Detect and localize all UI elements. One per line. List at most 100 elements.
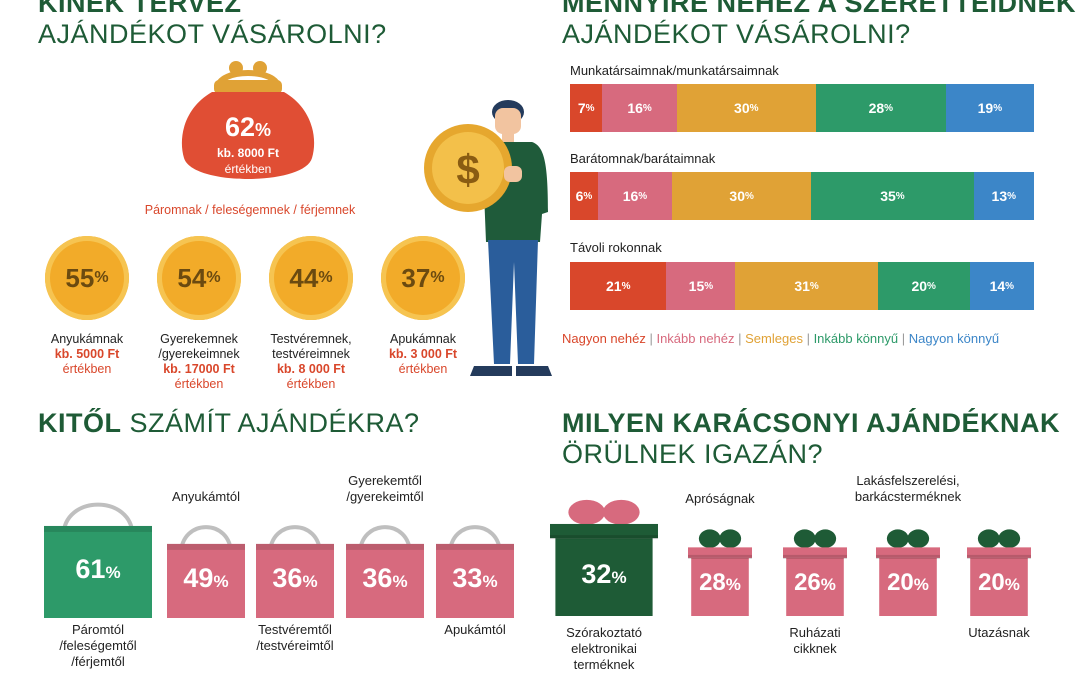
recipient-amount: kb. 5000 Ft — [54, 347, 120, 361]
segment-value: 30 — [729, 188, 745, 204]
bar-segment: 20% — [877, 262, 970, 310]
section2-title-line2: AJÁNDÉKOT VÁSÁROLNI? — [562, 19, 911, 50]
segment-value: 20 — [911, 278, 928, 294]
segment-unit: % — [642, 102, 652, 114]
bar-segment: 31% — [735, 262, 878, 310]
section4-title-line2: ÖRÜLNEK IGAZÁN? — [562, 439, 824, 470]
recipient-name: Apukámnak — [389, 332, 456, 346]
segment-value: 16 — [622, 188, 639, 204]
section1-title-line2: AJÁNDÉKOT VÁSÁROLNI? — [38, 19, 387, 50]
segment-unit: % — [1007, 190, 1017, 202]
recipient-amount: kb. 3 000 Ft — [388, 347, 458, 361]
recipient-circle: 37% — [381, 236, 465, 320]
stacked-bar: 7% 16% 30% 28% 19% — [570, 84, 1034, 132]
bar-segment: 21% — [570, 262, 667, 310]
recipient-name: Testvéremnek, testvéreimnek — [270, 332, 352, 361]
recipient-value: 44 — [289, 262, 319, 293]
difficulty-legend: Nagyon nehéz | Inkább nehéz | Semleges |… — [562, 331, 999, 346]
bag-value-unit: % — [105, 562, 121, 582]
segment-unit: % — [993, 102, 1003, 114]
bar-segment: 6% — [570, 172, 598, 220]
bag-value: 49% — [167, 563, 245, 594]
section1-title-line1: KINEK TERVEZ — [38, 0, 242, 18]
bag-value: 33% — [436, 563, 514, 594]
segment-value: 7 — [577, 100, 586, 116]
segment-unit: % — [749, 102, 759, 114]
bag-label-line: /gyerekeimtől — [346, 489, 424, 504]
bag-label: Páromtól/feleségemtől/férjemtől — [33, 622, 163, 670]
segment-value: 14 — [989, 278, 1006, 294]
recipient-value: 54 — [177, 262, 207, 293]
bag-value: 36% — [256, 563, 334, 594]
gift-value: 20% — [876, 569, 940, 597]
gift-box-icon — [967, 529, 1031, 616]
segment-value: 13 — [991, 188, 1008, 204]
bag-value-number: 49 — [183, 562, 214, 593]
section3-title-bold: KITŐL — [38, 408, 122, 438]
gift-label-line: Szórakoztató — [566, 625, 642, 640]
gift-value-number: 28 — [699, 568, 726, 596]
recipient-value: 55 — [65, 262, 95, 293]
shopping-bag-icon — [346, 525, 424, 618]
gift-value: 20% — [967, 569, 1031, 597]
section1-title: KINEK TERVEZ AJÁNDÉKOT VÁSÁROLNI? — [38, 0, 387, 50]
bar-segment: 30% — [676, 84, 816, 132]
bag-value-number: 33 — [452, 562, 483, 593]
segment-value: 15 — [688, 278, 705, 294]
gift-value-unit: % — [913, 574, 929, 594]
bag-label-line: Gyerekemtől — [348, 473, 422, 488]
shopping-bag-icon — [44, 502, 152, 618]
recipient-label: Testvéremnek, testvéreimnek kb. 8 000 Ft é… — [251, 332, 371, 392]
stacked-bar: 6% 16% 30% 35% 13% — [570, 172, 1034, 220]
gift-label: Szórakoztató elektronikai terméknek — [534, 625, 674, 673]
purse-amount: kb. 8000 Ft — [216, 146, 280, 160]
purse-value: 62% — [224, 112, 272, 142]
recipient-value: 37 — [401, 262, 431, 293]
bar-segment: 19% — [945, 84, 1034, 132]
bag-value-unit: % — [482, 571, 498, 591]
bag-value-unit: % — [302, 571, 318, 591]
gift-label: Ruházati cikknek — [755, 625, 875, 657]
legend-separator: | — [645, 331, 657, 346]
gift-value: 32% — [550, 559, 658, 590]
legend-entry: Inkább nehéz — [656, 331, 735, 346]
bar-segment: 14% — [969, 262, 1034, 310]
legend-separator: | — [898, 331, 909, 346]
gift-value-number: 32 — [581, 559, 612, 590]
gift-value-unit: % — [725, 574, 741, 594]
gift-box-icon — [550, 499, 658, 616]
segment-unit: % — [884, 102, 894, 114]
bar-category-label: Távoli rokonnak — [570, 240, 662, 255]
recipient-ertekben: értékben — [286, 377, 336, 391]
purse-ertekben: értékben — [224, 162, 272, 176]
bar-segment: 16% — [602, 84, 677, 132]
bag-label: Testvéremtől/testvéreimtől — [225, 622, 365, 654]
recipient-name: Anyukámnak — [50, 332, 124, 346]
bag-value-unit: % — [392, 571, 408, 591]
gift-label-line: elektronikai — [571, 641, 637, 656]
bar-segment: 35% — [811, 172, 974, 220]
gift-value-unit: % — [820, 574, 836, 594]
bar-segment: 16% — [597, 172, 673, 220]
bar-category-label: Munkatársaimnak/munkatársaimnak — [570, 63, 779, 78]
segment-value: 19 — [977, 100, 994, 116]
section2-title-line1: MENNYIRE NEHÉZ A SZERETTEIDNEK — [562, 0, 1077, 18]
stacked-bar: 21% 15% 31% 20% 14% — [570, 262, 1034, 310]
bag-label-line: Páromtól — [71, 622, 125, 637]
bag-value-number: 36 — [362, 562, 393, 593]
section4-title-line1: MILYEN KARÁCSONYI AJÁNDÉKNAK — [562, 408, 1061, 438]
bar-segment: 28% — [815, 84, 946, 132]
gift-value-number: 26 — [794, 568, 821, 596]
segment-unit: % — [585, 102, 595, 114]
segment-value: 35 — [880, 188, 896, 204]
svg-text:$: $ — [456, 146, 479, 193]
gift-value-unit: % — [1004, 574, 1020, 594]
segment-value: 28 — [868, 100, 885, 116]
segment-value: 21 — [605, 278, 622, 294]
legend-entry: Nagyon könnyű — [908, 331, 1000, 346]
purse-label: Páromnak / feleségemnek / férjemnek — [144, 203, 356, 217]
recipient-label: Anyukámnak kb. 5000 Ft értékben — [27, 332, 147, 377]
segment-unit: % — [927, 280, 936, 292]
shopping-bag-icon — [436, 525, 514, 618]
gift-value-unit: % — [611, 568, 627, 588]
